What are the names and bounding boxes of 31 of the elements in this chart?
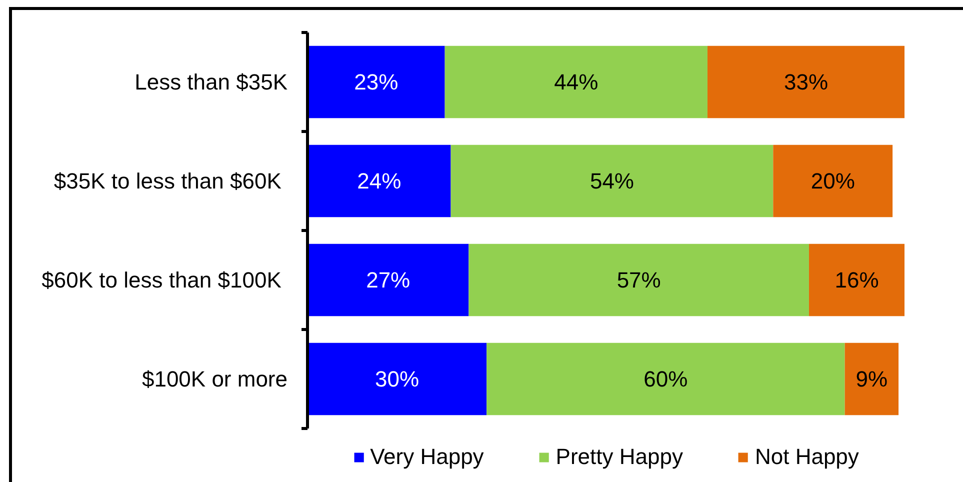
legend-label: Very Happy: [370, 444, 484, 470]
data-label: 54%: [590, 168, 634, 194]
data-label: 24%: [357, 168, 402, 194]
legend-label: Pretty Happy: [556, 444, 683, 470]
data-label: 33%: [784, 70, 828, 94]
bar: [773, 144, 893, 218]
bar: [308, 144, 451, 218]
y-tick-label: $100K or more: [142, 366, 288, 392]
y-tick-label: Less than $35K: [134, 70, 288, 94]
data-label: 44%: [554, 70, 598, 94]
bar: [707, 46, 904, 118]
bar: [808, 244, 904, 316]
bar: [308, 46, 445, 118]
data-label: 23%: [354, 70, 398, 94]
bar: [468, 244, 809, 316]
y-tick-label: $35K to less than $60K: [54, 168, 282, 194]
legend-label: Not Happy: [754, 444, 859, 470]
data-label: 9%: [856, 366, 888, 392]
data-label: 27%: [366, 268, 410, 292]
bar: [308, 342, 487, 416]
data-label: 16%: [834, 268, 879, 292]
bar: [486, 342, 845, 416]
bar: [844, 342, 899, 416]
bar: [444, 46, 708, 118]
data-label: 60%: [644, 366, 688, 392]
data-label: 57%: [616, 268, 661, 292]
bar: [450, 144, 774, 218]
data-label: 20%: [810, 168, 855, 194]
bar: [308, 244, 469, 316]
y-tick-label: $60K to less than $100K: [42, 268, 282, 292]
data-label: 30%: [375, 366, 420, 392]
